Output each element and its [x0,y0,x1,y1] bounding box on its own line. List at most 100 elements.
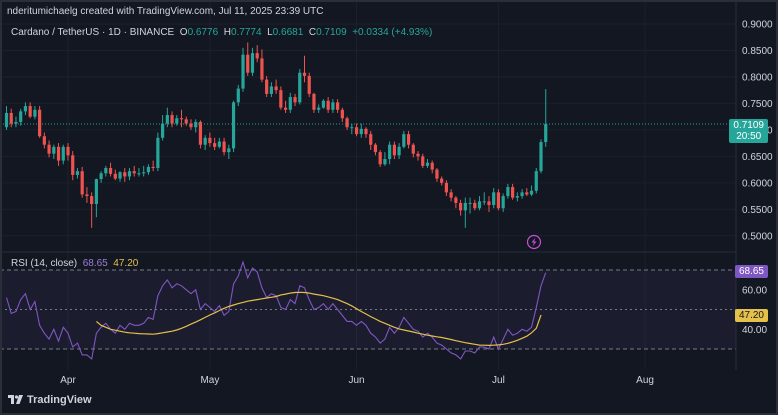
grid-lines [0,0,736,370]
candle-body [534,171,538,191]
candle-body [56,146,61,161]
candle [482,192,486,206]
tradingview-logo[interactable]: TradingView [8,394,92,406]
candle [302,55,307,83]
candle [108,162,113,177]
candle [511,183,515,200]
candle [127,168,132,181]
candle-body [454,197,458,203]
candle [90,192,94,228]
candle-body [529,190,534,195]
low-label: L [267,27,273,38]
candle [406,130,411,149]
candle [227,144,231,159]
candle-body [487,201,491,206]
candle [430,160,434,174]
high-value: 0.7774 [230,27,262,38]
candle [241,47,245,92]
price-tick-label: 0.7500 [742,99,773,110]
candle [14,116,18,128]
candle [345,116,349,130]
candle [506,183,510,199]
candle [19,108,23,126]
candle [222,137,226,156]
candle-body [108,168,113,174]
candle [38,106,42,138]
candle [146,164,151,175]
candle-body [255,53,259,59]
candle-body [85,194,89,197]
candle-body [496,192,501,209]
candle [397,143,401,159]
candle [515,192,519,202]
low-value: 0.6681 [272,27,304,38]
brand-label: TradingView [27,394,92,406]
candle-body [231,102,236,149]
candle-body [336,102,340,110]
candle-body [38,109,42,137]
countdown-value: 20:50 [736,131,762,142]
lightning-icon[interactable] [526,234,542,250]
candle-body [151,166,155,168]
candle-body [104,168,108,174]
candle [260,49,264,83]
candle-body [4,112,9,128]
rsi-legend[interactable]: RSI (14, close) 68.65 47.20 [11,258,138,269]
candle [326,97,330,113]
rsi-line [5,260,547,360]
candle-body [184,119,188,124]
time-axis: Apr May Jun Jul Aug [60,375,654,386]
last-price-value: 0.7109 [733,120,764,131]
candle-body [321,100,326,108]
candle-body [227,148,231,153]
candle [449,189,453,202]
candle [23,102,28,116]
candle [279,86,283,110]
candle [373,143,378,156]
change-value: +0.0334 (+4.93%) [352,27,433,38]
price-tick-label: 0.5500 [742,205,773,216]
candle [104,165,108,177]
rsi-ma-value: 47.20 [113,258,139,269]
candle [246,42,250,76]
candle [142,165,146,177]
candle-body [350,127,354,129]
candle [440,176,444,186]
candle-body [265,79,269,94]
candle [501,193,505,212]
candle-body [118,172,122,179]
candle [487,196,491,212]
candle-body [189,123,193,128]
candle [56,143,61,166]
candle [539,139,543,174]
candle-body [463,202,467,211]
candle [298,69,302,105]
candle-body [298,72,302,103]
candle-body [425,162,430,166]
rsi-ma-line [96,291,542,347]
candle [444,180,448,197]
candle [137,168,141,177]
candle [75,168,80,179]
candle-body [175,118,179,124]
candle [250,47,255,76]
candle-body [61,146,65,161]
candle-body [482,201,486,203]
candle-body [511,187,515,198]
price-tick-label: 0.6500 [742,152,773,163]
candle-body [127,171,132,177]
candle [312,92,316,113]
candle-body [473,202,477,209]
candle [340,107,344,122]
candle-body [364,128,368,135]
candle-body [520,192,524,197]
candle-body [515,196,519,198]
price-tick-label: 0.8500 [742,46,773,57]
candle-body [94,179,98,204]
candle-body [203,137,207,145]
candle-body [156,137,160,168]
candle-body [406,134,411,145]
time-tick-label: Aug [636,375,654,386]
candle-body [430,162,434,170]
symbol-legend[interactable]: Cardano / TetherUS · 1D · BINANCE O0.677… [11,27,432,38]
